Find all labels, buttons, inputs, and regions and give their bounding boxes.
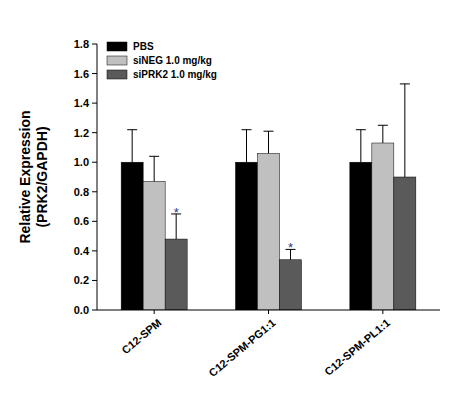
- y-tick-label: 0.2: [74, 274, 89, 286]
- bar: [121, 162, 143, 310]
- bar: [143, 181, 165, 310]
- error-cap: [356, 129, 366, 130]
- x-tick-label: C12-SPM-PL1:1: [322, 316, 392, 377]
- bar: [394, 177, 416, 310]
- bar: [350, 162, 372, 310]
- error-cap: [149, 156, 159, 157]
- y-tick-label: 0.0: [74, 304, 89, 316]
- plot-area: [121, 84, 416, 310]
- y-tick-label: 1.6: [74, 68, 89, 80]
- legend: PBS siNEG 1.0 mg/kg siPRK2 1.0 mg/kg: [107, 41, 217, 80]
- error-stem: [132, 130, 133, 163]
- x-tick-label: C12-SPM: [119, 316, 163, 356]
- y-tick: [92, 73, 97, 74]
- y-axis-line: [97, 44, 98, 310]
- error-cap: [378, 125, 388, 126]
- y-tick-label: 1.0: [74, 156, 89, 168]
- legend-label: siPRK2 1.0 mg/kg: [133, 69, 217, 80]
- significance-mark: *: [288, 240, 293, 255]
- error-bar: [400, 84, 410, 177]
- y-tick: [92, 162, 97, 163]
- y-tick-label: 0.4: [74, 245, 90, 257]
- bar: [372, 143, 394, 310]
- x-tick: [382, 310, 383, 314]
- legend-swatch: [107, 42, 127, 51]
- error-cap: [400, 83, 410, 84]
- y-tick: [92, 280, 97, 281]
- y-tick: [92, 44, 97, 45]
- error-stem: [360, 130, 361, 163]
- error-bar: [149, 156, 159, 181]
- error-cap: [264, 131, 274, 132]
- x-tick: [268, 310, 269, 314]
- x-tick-label: C12-SPM-PG1:1: [206, 316, 277, 379]
- legend-swatch: [107, 56, 127, 65]
- error-bar: [264, 131, 274, 153]
- y-tick-label: 1.8: [74, 38, 89, 50]
- error-bar: [378, 125, 388, 143]
- y-axis-label: Relative Expression: [17, 110, 33, 243]
- y-tick: [92, 191, 97, 192]
- error-stem: [246, 130, 247, 163]
- error-stem: [154, 156, 155, 181]
- error-cap: [127, 129, 137, 130]
- legend-label: siNEG 1.0 mg/kg: [133, 55, 212, 66]
- y-tick-label: 0.8: [74, 186, 89, 198]
- y-axis-label: (PRK2/GAPDH): [34, 126, 50, 227]
- bar: [258, 153, 280, 310]
- y-tick-label: 1.4: [74, 97, 90, 109]
- error-cap: [242, 129, 252, 130]
- error-stem: [404, 84, 405, 177]
- legend-label: PBS: [133, 41, 154, 52]
- y-tick: [92, 103, 97, 104]
- error-stem: [268, 131, 269, 153]
- y-tick: [92, 310, 97, 311]
- error-bar: [127, 130, 137, 163]
- y-tick-label: 1.2: [74, 127, 89, 139]
- error-bar: [356, 130, 366, 163]
- legend-swatch: [107, 70, 127, 79]
- error-bar: [242, 130, 252, 163]
- error-stem: [382, 125, 383, 143]
- chart: * * 0.0 0.2 0.4 0.6 0.8 1.0 1.2 1.4 1.6 1.8 C12-SPM C…: [0, 0, 457, 405]
- y-tick-label: 0.6: [74, 215, 89, 227]
- y-tick: [92, 221, 97, 222]
- x-tick: [154, 310, 155, 314]
- y-tick: [92, 132, 97, 133]
- bar: [165, 239, 187, 310]
- bar: [236, 162, 258, 310]
- bar: [280, 260, 302, 310]
- y-tick: [92, 250, 97, 251]
- significance-mark: *: [174, 205, 179, 220]
